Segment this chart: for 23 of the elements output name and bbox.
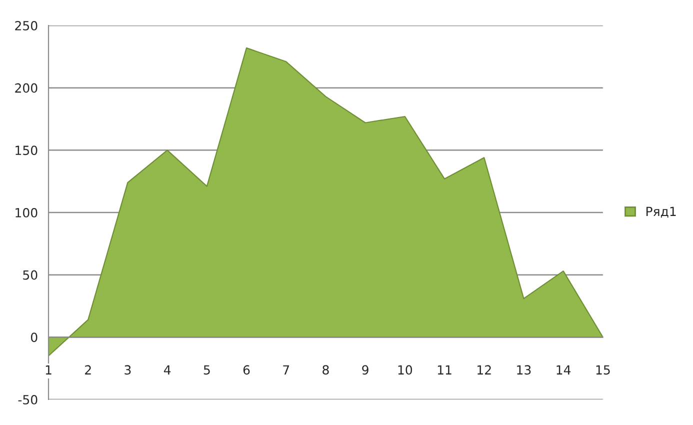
x-tick-label: 8: [322, 365, 329, 375]
x-tick-label: 2: [85, 365, 91, 374]
x-tick-label: 5: [204, 365, 210, 375]
x-tick-label: 11: [438, 365, 452, 374]
y-tick-label: 100: [16, 208, 38, 218]
x-tick-label: 9: [362, 365, 368, 375]
y-tick-label: 50: [23, 270, 38, 280]
y-tick-label: 250: [15, 20, 38, 30]
legend-label: Ряд1: [646, 206, 676, 218]
x-tick-label: 14: [556, 365, 571, 374]
x-tick-label: 12: [478, 365, 491, 374]
x-tick-label: 15: [596, 365, 610, 375]
y-tick-label: 150: [16, 146, 38, 156]
x-tick-label: 13: [517, 365, 531, 375]
x-tick-label: 10: [398, 365, 412, 375]
x-tick-label: 6: [243, 365, 250, 375]
x-tick-label: 7: [283, 365, 290, 374]
y-tick-label: 0: [30, 332, 38, 342]
x-tick-label: 1: [46, 365, 52, 374]
x-tick-label: 3: [124, 365, 131, 375]
y-tick-label: 200: [15, 83, 38, 93]
y-tick-label: -50: [18, 394, 38, 404]
x-tick-label: 4: [164, 365, 171, 374]
